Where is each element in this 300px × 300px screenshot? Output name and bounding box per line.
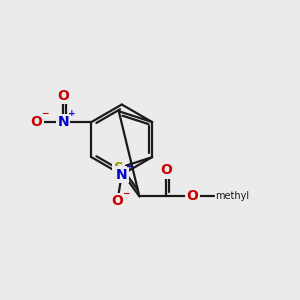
Text: +: + [68, 109, 75, 118]
Text: −: − [41, 109, 49, 118]
Text: methyl: methyl [215, 191, 249, 201]
Text: S: S [114, 161, 124, 175]
Text: O: O [31, 115, 42, 129]
Text: O: O [160, 163, 172, 177]
Text: N: N [116, 168, 128, 182]
Text: O: O [186, 189, 198, 203]
Text: O: O [111, 194, 123, 208]
Text: N: N [57, 115, 69, 129]
Text: −: − [122, 189, 129, 198]
Text: O: O [57, 89, 69, 103]
Text: +: + [126, 162, 134, 171]
